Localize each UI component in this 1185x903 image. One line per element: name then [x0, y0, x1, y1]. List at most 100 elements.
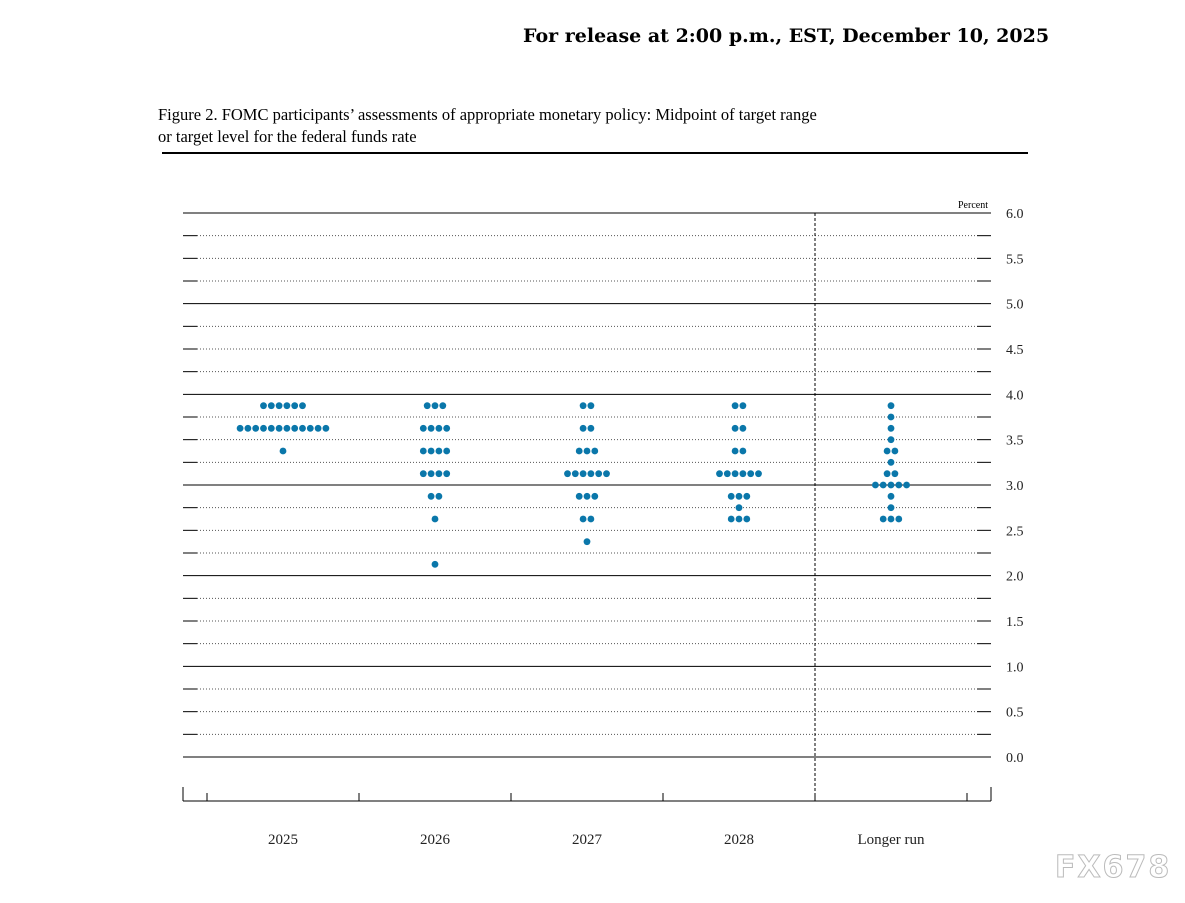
dot [236, 424, 244, 432]
dot [439, 402, 447, 410]
dot [879, 515, 887, 523]
dot [435, 470, 443, 478]
dot [735, 492, 743, 500]
dot [252, 424, 260, 432]
figure-caption: Figure 2. FOMC participants’ assessments… [158, 104, 1018, 148]
y-tick-label: 0.0 [1006, 751, 1024, 766]
dot [579, 515, 587, 523]
dot [427, 424, 435, 432]
dot [431, 515, 439, 523]
dot [739, 470, 747, 478]
dot [587, 402, 595, 410]
dot [903, 481, 910, 489]
dot [564, 470, 571, 478]
dot [879, 481, 887, 489]
dot [583, 538, 591, 546]
dot [579, 402, 587, 410]
dot [419, 447, 427, 455]
dot [887, 424, 895, 432]
dot [322, 424, 330, 432]
dot [743, 492, 751, 500]
dot [591, 447, 599, 455]
dot [427, 470, 435, 478]
release-notice: For release at 2:00 p.m., EST, December … [523, 25, 1050, 47]
dot [716, 470, 723, 478]
dot [583, 447, 591, 455]
dot [587, 424, 595, 432]
y-tick-label: 4.5 [1006, 343, 1024, 358]
dot [571, 470, 579, 478]
dot [587, 470, 595, 478]
dot [244, 424, 252, 432]
dot [887, 413, 895, 421]
dot [435, 492, 443, 500]
dot [755, 470, 762, 478]
dot [583, 492, 591, 500]
dot [735, 504, 743, 512]
x-tick-label: 2028 [724, 832, 754, 848]
dot [895, 515, 903, 523]
y-tick-label: 5.5 [1006, 252, 1024, 267]
dot [587, 515, 595, 523]
dot [291, 424, 299, 432]
dot [727, 515, 735, 523]
dot [887, 481, 895, 489]
caption-rule [162, 152, 1028, 154]
dot [435, 447, 443, 455]
dot [739, 402, 747, 410]
y-tick-label: 2.0 [1006, 570, 1024, 585]
dot [299, 424, 306, 432]
dot [743, 515, 751, 523]
dot [887, 458, 895, 466]
y-tick-label: 1.5 [1006, 615, 1024, 630]
dot [314, 424, 322, 432]
dot [575, 492, 583, 500]
dot [275, 424, 283, 432]
dot [723, 470, 731, 478]
dot [443, 470, 451, 478]
dot [260, 402, 267, 410]
dot [895, 481, 903, 489]
dot [887, 515, 895, 523]
dot [427, 492, 435, 500]
dot [443, 447, 451, 455]
dot [739, 424, 747, 432]
dot [435, 424, 443, 432]
dot [579, 470, 587, 478]
dot [419, 424, 427, 432]
dot [887, 402, 895, 410]
y-tick-label: 2.5 [1006, 524, 1024, 539]
dot [731, 447, 739, 455]
x-tick-label: 2026 [420, 832, 451, 848]
dot [431, 560, 439, 568]
y-tick-label: 3.0 [1006, 479, 1024, 494]
dot [887, 436, 895, 444]
dot [739, 447, 747, 455]
y-axis-label: Percent [958, 200, 988, 211]
dot [595, 470, 603, 478]
dot [883, 447, 891, 455]
dot [603, 470, 610, 478]
y-tick-label: 6.0 [1006, 207, 1024, 222]
y-tick-label: 0.5 [1006, 706, 1024, 721]
dot [872, 481, 879, 489]
dot [887, 492, 895, 500]
dot [891, 470, 899, 478]
dot [283, 402, 291, 410]
dot [891, 447, 899, 455]
dot [275, 402, 283, 410]
dot [883, 470, 891, 478]
dot [306, 424, 314, 432]
dot [575, 447, 583, 455]
caption-line-1: Figure 2. FOMC participants’ assessments… [158, 105, 817, 124]
dot [431, 402, 439, 410]
dot [727, 492, 735, 500]
dot [260, 424, 267, 432]
dot [443, 424, 451, 432]
x-tick-label: 2025 [268, 832, 298, 848]
dot [299, 402, 306, 410]
dot [419, 470, 427, 478]
dot [267, 424, 275, 432]
dot [731, 402, 739, 410]
dot [747, 470, 755, 478]
